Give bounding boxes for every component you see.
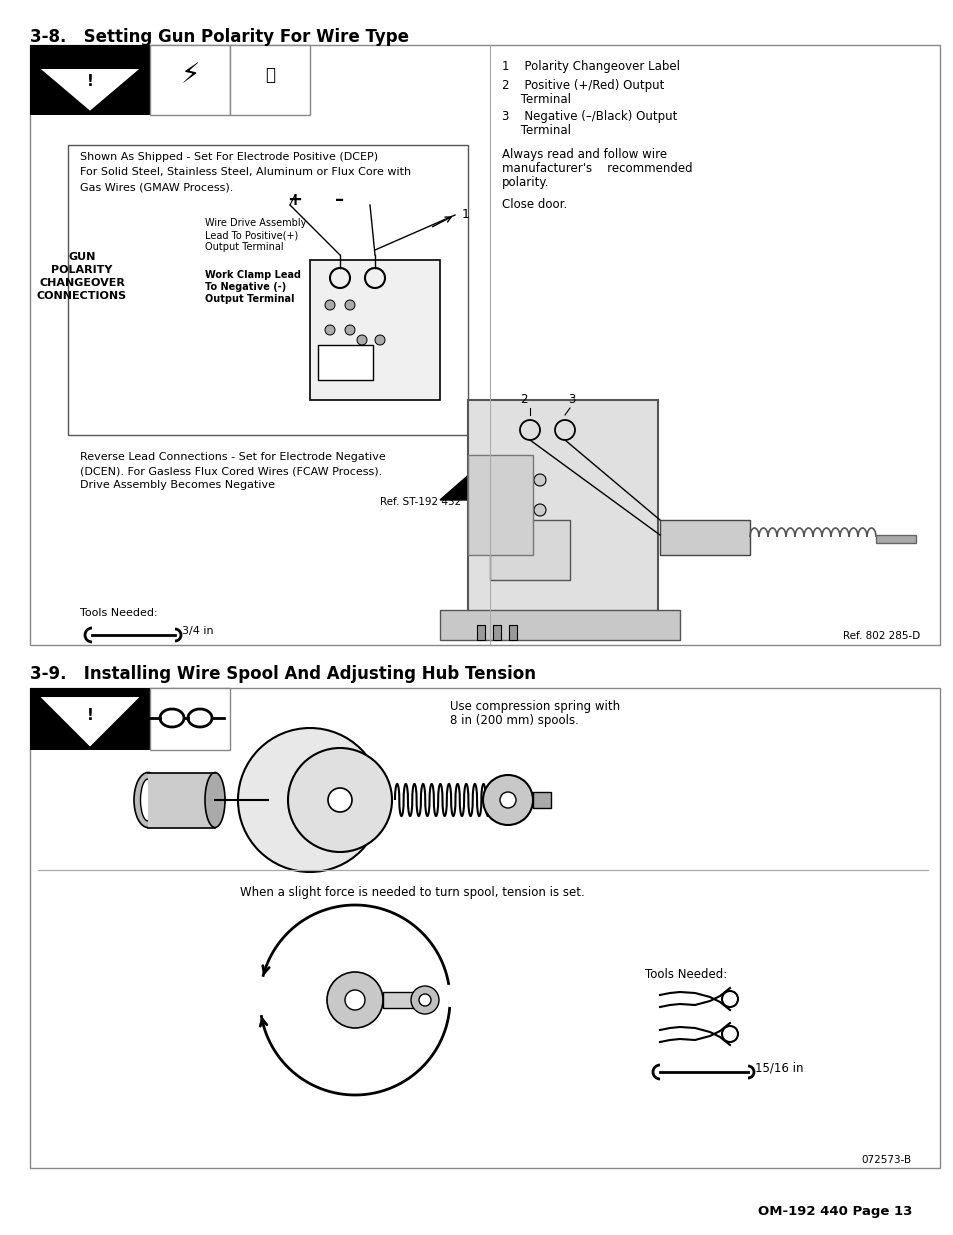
Bar [509, 625, 517, 640]
Circle shape [325, 325, 335, 335]
Circle shape [534, 504, 545, 516]
Text: Output Terminal: Output Terminal [205, 242, 283, 252]
Bar [30, 44, 150, 115]
Bar [148, 773, 214, 827]
Bar [490, 520, 569, 580]
Circle shape [418, 994, 431, 1007]
Text: Drive Assembly Becomes Negative: Drive Assembly Becomes Negative [80, 480, 274, 490]
Text: !: ! [87, 709, 93, 724]
Circle shape [345, 325, 355, 335]
Circle shape [503, 474, 516, 487]
Text: Work Clamp Lead: Work Clamp Lead [205, 270, 301, 280]
Text: CONNECTIONS: CONNECTIONS [37, 291, 127, 301]
Text: –: – [335, 191, 344, 209]
Circle shape [411, 986, 438, 1014]
Text: (DCEN). For Gasless Flux Cored Wires (FCAW Process).: (DCEN). For Gasless Flux Cored Wires (FC… [80, 466, 382, 475]
Ellipse shape [140, 779, 155, 821]
Text: Ref. 802 285-D: Ref. 802 285-D [841, 631, 919, 641]
Text: +: + [287, 191, 302, 209]
Polygon shape [38, 68, 142, 112]
Text: 2: 2 [519, 393, 527, 406]
Circle shape [345, 300, 355, 310]
Text: !: ! [87, 74, 93, 89]
Circle shape [327, 972, 382, 1028]
Text: Terminal: Terminal [501, 124, 571, 137]
Circle shape [292, 782, 328, 818]
Bar [150, 688, 230, 750]
Bar [317, 345, 373, 380]
Text: 3-9.   Installing Wire Spool And Adjusting Hub Tension: 3-9. Installing Wire Spool And Adjusting… [30, 664, 536, 683]
Text: manufacturer's    recommended: manufacturer's recommended [501, 162, 692, 175]
Circle shape [237, 727, 381, 872]
Circle shape [503, 504, 516, 516]
Text: 1: 1 [461, 207, 470, 221]
Circle shape [375, 335, 385, 345]
Bar [875, 535, 915, 543]
Circle shape [356, 335, 367, 345]
Bar [659, 520, 749, 555]
Circle shape [288, 748, 392, 852]
Text: Gas Wires (GMAW Process).: Gas Wires (GMAW Process). [80, 182, 233, 191]
Text: Tools Needed:: Tools Needed: [644, 968, 726, 981]
Text: 072573-B: 072573-B [861, 1155, 911, 1165]
Text: 15/16 in: 15/16 in [754, 1062, 802, 1074]
Circle shape [499, 792, 516, 808]
Text: For Solid Steel, Stainless Steel, Aluminum or Flux Core with: For Solid Steel, Stainless Steel, Alumin… [80, 167, 411, 177]
Bar [382, 992, 417, 1008]
Bar [439, 610, 679, 640]
Text: 3    Negative (–/Black) Output: 3 Negative (–/Black) Output [501, 110, 677, 124]
Bar [68, 144, 468, 435]
Text: 3/4 in: 3/4 in [182, 626, 213, 636]
Bar [30, 688, 939, 1168]
Polygon shape [439, 430, 519, 500]
Text: polarity.: polarity. [501, 177, 549, 189]
Circle shape [328, 788, 352, 811]
Text: When a slight force is needed to turn spool, tension is set.: When a slight force is needed to turn sp… [240, 885, 584, 899]
Text: 〰: 〰 [265, 65, 274, 84]
Text: To Negative (-): To Negative (-) [205, 282, 286, 291]
Text: Reverse Lead Connections - Set for Electrode Negative: Reverse Lead Connections - Set for Elect… [80, 452, 385, 462]
Text: POLARITY: POLARITY [51, 266, 112, 275]
Text: 1    Polarity Changeover Label: 1 Polarity Changeover Label [501, 61, 679, 73]
Bar [468, 400, 658, 635]
Text: Output Terminal: Output Terminal [205, 294, 294, 304]
Text: Ref. ST-192 432: Ref. ST-192 432 [379, 496, 460, 508]
Text: Shown As Shipped - Set For Electrode Positive (DCEP): Shown As Shipped - Set For Electrode Pos… [80, 152, 377, 162]
Bar [30, 688, 150, 750]
Bar [468, 454, 533, 555]
Text: OM-192 440 Page 13: OM-192 440 Page 13 [757, 1205, 911, 1218]
Circle shape [534, 474, 545, 487]
Text: 2    Positive (+/Red) Output: 2 Positive (+/Red) Output [501, 79, 663, 91]
Ellipse shape [133, 773, 162, 827]
Bar [476, 625, 484, 640]
Circle shape [482, 776, 533, 825]
Text: Tools Needed:: Tools Needed: [80, 608, 157, 618]
Text: Close door.: Close door. [501, 198, 567, 211]
Bar [310, 261, 439, 400]
Text: 3: 3 [568, 393, 575, 406]
Circle shape [325, 300, 335, 310]
Bar [230, 44, 310, 115]
Ellipse shape [205, 773, 225, 827]
Polygon shape [38, 697, 142, 748]
Text: CHANGEOVER: CHANGEOVER [39, 278, 125, 288]
Circle shape [345, 990, 365, 1010]
Bar [30, 44, 939, 645]
Text: ⚡: ⚡ [180, 61, 199, 89]
Bar [493, 625, 500, 640]
Bar [150, 44, 230, 115]
Text: GUN: GUN [69, 252, 95, 262]
Text: Always read and follow wire: Always read and follow wire [501, 148, 666, 161]
Bar [533, 792, 551, 808]
Text: Lead To Positive(+): Lead To Positive(+) [205, 230, 298, 240]
Text: Terminal: Terminal [501, 93, 571, 106]
Text: Wire Drive Assembly: Wire Drive Assembly [205, 219, 306, 228]
Text: 3-8.   Setting Gun Polarity For Wire Type: 3-8. Setting Gun Polarity For Wire Type [30, 28, 409, 46]
Text: Use compression spring with: Use compression spring with [450, 700, 619, 713]
Text: 8 in (200 mm) spools.: 8 in (200 mm) spools. [450, 714, 578, 727]
